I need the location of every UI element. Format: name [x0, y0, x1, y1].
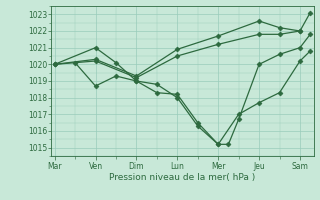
X-axis label: Pression niveau de la mer( hPa ): Pression niveau de la mer( hPa ) — [109, 173, 256, 182]
